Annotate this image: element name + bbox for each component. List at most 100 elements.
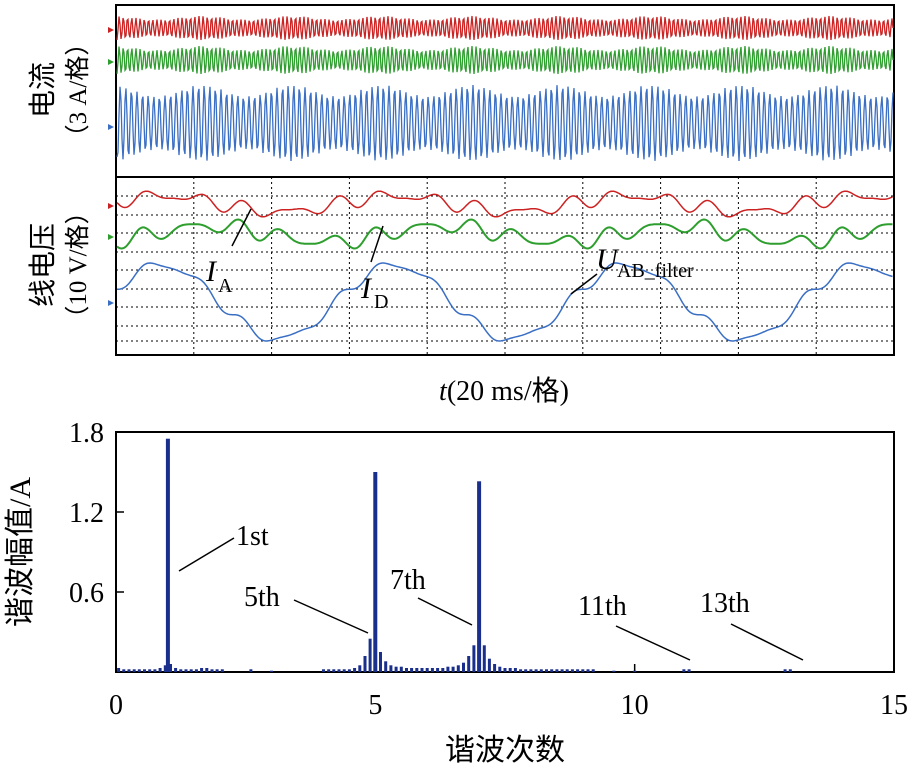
- annotation-id: I D: [360, 225, 388, 313]
- harmonic-bar-8: [158, 668, 162, 672]
- harmonic-bar-0: [117, 668, 121, 672]
- harmonic-bar-67: [545, 669, 548, 672]
- harmonic-bar-50: [456, 665, 460, 672]
- harmonic-bar-39: [399, 666, 403, 672]
- harmonic-bar-80: [687, 669, 691, 672]
- harmonic-bar-41: [410, 668, 414, 672]
- harmonic-label-11th: 11th: [578, 591, 627, 622]
- harmonic-bar-76: [591, 669, 595, 672]
- harmonic-bar-53: [472, 645, 476, 672]
- current-ylabel-unit: （3 A/格）: [64, 31, 92, 150]
- harmonic-bar-6: [148, 669, 152, 672]
- voltage-wave-green: [116, 218, 893, 250]
- voltage-ylabel: 线电压: [27, 223, 59, 307]
- harmonic-bar-56: [487, 658, 491, 672]
- harmonic-bar-63: [524, 669, 528, 672]
- x-tick-label-0: 0: [109, 690, 123, 721]
- harmonic-bar-47: [441, 668, 445, 672]
- ia-letter: I: [205, 255, 218, 288]
- harmonic-bar-48: [446, 666, 450, 672]
- harmonic-bar-78: [633, 670, 637, 672]
- harmonic-bar-34: [373, 472, 378, 672]
- harmonic-bar-81: [783, 669, 787, 672]
- harmonic-bar-5: [143, 669, 146, 672]
- harmonic-bar-54: [477, 481, 482, 672]
- annotation-ia: I A: [205, 208, 252, 297]
- leader-11th: [615, 625, 691, 661]
- marker-current-green: [108, 59, 114, 65]
- harmonic-bar-1: [122, 669, 126, 672]
- leader-13th: [730, 623, 804, 661]
- harmonic-bar-42: [415, 668, 419, 672]
- harmonic-xlabel: 谐波次数: [445, 734, 565, 766]
- uab-letter: U: [596, 243, 620, 276]
- harmonic-bar-23: [270, 670, 274, 672]
- harmonic-bar-33: [368, 638, 372, 672]
- current-wave-red: [116, 15, 894, 41]
- harmonic-plot-frame: [115, 431, 895, 673]
- harmonic-bar-62: [519, 669, 523, 672]
- harmonic-bar-13: [179, 669, 183, 672]
- harmonic-bar-71: [565, 669, 569, 672]
- voltage-wave-red: [116, 190, 893, 218]
- harmonic-bar-61: [513, 668, 517, 672]
- harmonic-bar-66: [539, 669, 543, 672]
- current-ylabel: 电流: [27, 62, 59, 118]
- marker-voltage-green: [108, 234, 114, 240]
- harmonic-bar-26: [332, 669, 336, 672]
- harmonic-bar-45: [430, 668, 434, 672]
- harmonic-bar-27: [337, 669, 341, 672]
- harmonic-bar-43: [420, 668, 424, 672]
- harmonic-label-1st: 1st: [236, 521, 269, 552]
- y-tick-label-0.6: 0.6: [69, 578, 104, 609]
- harmonic-bar-82: [788, 669, 792, 672]
- harmonic-bar-35: [379, 652, 382, 672]
- harmonic-bar-20: [215, 669, 219, 672]
- harmonic-bar-17: [200, 668, 204, 672]
- scope-xlabel-unit: (20 ms/格): [447, 375, 569, 407]
- current-wave-blue: [116, 84, 894, 162]
- leader-7th: [417, 597, 473, 626]
- leader-5th: [293, 599, 369, 634]
- current-panel: [115, 4, 895, 178]
- harmonic-bar-46: [436, 668, 440, 672]
- harmonic-bar-32: [363, 656, 367, 672]
- harmonic-bar-65: [534, 669, 538, 672]
- harmonic-bar-40: [405, 668, 408, 672]
- voltage-panel: [115, 176, 895, 356]
- harmonic-bar-60: [508, 668, 512, 672]
- harmonic-bar-49: [451, 666, 455, 672]
- voltage-ylabel-unit: （10 V/格）: [64, 199, 92, 330]
- harmonic-bar-25: [327, 669, 331, 672]
- harmonic-bar-16: [194, 669, 198, 672]
- harmonic-bar-9: [163, 665, 167, 672]
- harmonic-bar-72: [570, 669, 574, 672]
- harmonic-bar-77: [612, 670, 616, 672]
- x-tick-label-15: 15: [880, 690, 908, 721]
- harmonic-bar-68: [550, 669, 554, 672]
- harmonic-bar-15: [189, 669, 193, 672]
- harmonic-bar-24: [322, 669, 325, 672]
- harmonic-label-13th: 13th: [700, 588, 750, 619]
- uab-subscript: AB_filter: [617, 260, 694, 282]
- marker-voltage-blue: [108, 300, 114, 306]
- harmonic-bar-73: [576, 669, 580, 672]
- harmonic-bar-12: [174, 668, 178, 672]
- harmonic-bar-11: [169, 664, 172, 672]
- scope-xlabel: t(20 ms/格): [439, 375, 569, 407]
- marker-current-red: [108, 27, 114, 33]
- leader-1st: [178, 537, 235, 572]
- y-tick-label-1.8: 1.8: [69, 418, 104, 449]
- harmonic-bar-10: [165, 438, 170, 672]
- harmonic-bar-29: [347, 669, 351, 672]
- harmonic-bar-69: [555, 669, 559, 672]
- harmonic-bar-52: [467, 656, 471, 672]
- harmonic-bar-57: [493, 664, 497, 672]
- harmonic-bar-74: [581, 669, 585, 672]
- harmonic-bar-58: [498, 666, 502, 672]
- scope-xlabel-t: t: [439, 376, 448, 407]
- harmonic-bar-7: [153, 669, 157, 672]
- current-wave-green: [116, 45, 894, 75]
- harmonic-bar-30: [353, 668, 357, 672]
